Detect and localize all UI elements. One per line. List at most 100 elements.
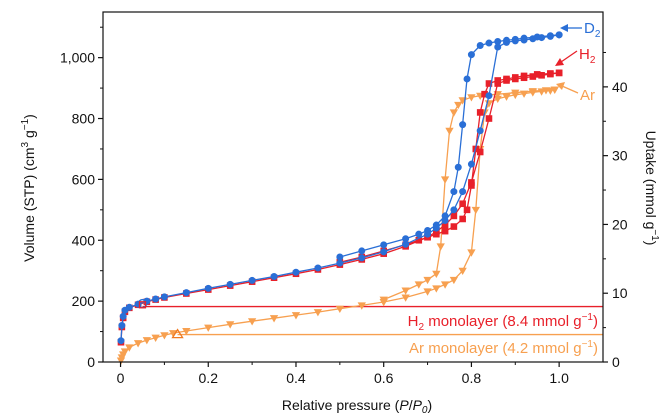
d2-desorption-point (467, 51, 475, 59)
y-right-tick-label: 30 (612, 148, 628, 164)
y-left-tick-label: 0 (87, 354, 95, 370)
h2-desorption-point (520, 72, 528, 80)
d2-adsorption-point (182, 289, 190, 297)
d2-adsorption-point (119, 312, 127, 320)
d2-adsorption-point (459, 188, 467, 196)
ar-monolayer-label: Ar monolayer (4.2 mmol g−1) (409, 339, 598, 357)
ar-adsorption-point (502, 93, 511, 101)
y-left-tick-label: 600 (72, 171, 96, 187)
series-label-d2: D2 (560, 20, 601, 40)
ar-monolayer-point (171, 328, 184, 339)
h2-desorption-point (450, 223, 458, 230)
d2-label: D2 (584, 20, 601, 40)
y-left-tick-label: 1,000 (60, 50, 95, 66)
h2-monolayer-label: H2 monolayer (8.4 mmol g−1) (408, 312, 598, 333)
ar-adsorption-point (291, 312, 301, 320)
d2-adsorption-point (117, 337, 125, 345)
y-left-tick-label: 200 (72, 293, 96, 309)
h2-adsorption-point (450, 212, 458, 220)
h2-desorption-point (441, 227, 449, 235)
series-label-h2: H2 (555, 46, 596, 66)
d2-adsorption-point (152, 295, 160, 303)
d2-desorption-point (450, 188, 458, 196)
monolayer-lines (142, 305, 603, 336)
d2-adsorption-point (270, 272, 278, 280)
ar-arrow-line (561, 85, 579, 94)
ar-adsorption-point (458, 267, 467, 276)
h2-desorption-point (459, 215, 466, 223)
ar-adsorption-point (125, 344, 134, 352)
d2-desorption-point (503, 36, 511, 44)
h2-desorption-point (494, 77, 502, 84)
ar-desorption-point (550, 86, 559, 94)
ar-desorption-point (445, 127, 454, 136)
ar-arrow-head (556, 82, 565, 90)
d2-desorption-point (441, 212, 449, 220)
d2-desorption-point (533, 33, 541, 41)
ar-desorption-point (432, 270, 441, 279)
x-tick-label: 0.8 (462, 370, 482, 386)
d2-adsorption-point (467, 160, 475, 168)
d2-desorption-point (476, 41, 484, 49)
y-axis-left-label: Volume (STP) (cm3 g−1) (20, 114, 37, 262)
ar-adsorption-point (467, 249, 476, 257)
d2-desorption-point (380, 241, 388, 249)
d2-adsorption-point (160, 293, 168, 301)
h2-desorption-point (468, 182, 475, 189)
h2-monolayer-point (138, 301, 147, 309)
d2-adsorption-point (314, 264, 322, 272)
h2-arrow-head (555, 58, 564, 66)
d2-adsorption-point (125, 303, 133, 311)
h2-desorption-point (476, 109, 484, 116)
d2-desorption-point (494, 38, 502, 46)
d2-desorption-point (511, 35, 519, 43)
d2-desorption-point (555, 31, 563, 39)
y-axis-right-label: Uptake (mmol g−1) (643, 131, 660, 246)
x-tick-label: 0.2 (199, 370, 219, 386)
ar-adsorption-point (471, 206, 480, 215)
d2-desorption-point (402, 235, 410, 243)
series-ar (116, 86, 559, 365)
y-left-tick-label: 400 (72, 232, 96, 248)
d2-desorption-point (520, 34, 528, 42)
ar-adsorption-point (440, 281, 450, 289)
d2-desorption-line (339, 34, 560, 258)
monolayer-points (137, 298, 184, 339)
y-right-tick-label: 0 (612, 354, 620, 370)
ar-desorption-point (379, 296, 388, 304)
ar-adsorption-point (401, 294, 410, 302)
d2-arrow-head (560, 24, 568, 32)
h2-desorption-point (511, 74, 519, 81)
d2-desorption-point (424, 227, 432, 235)
d2-desorption-point (415, 230, 423, 238)
ar-adsorption-point (313, 309, 323, 317)
ar-desorption-point (440, 176, 450, 184)
ar-desorption-point (436, 243, 445, 251)
ar-desorption-point (454, 101, 463, 110)
x-tick-label: 0.4 (286, 370, 306, 386)
y-right-tick-label: 40 (612, 79, 628, 95)
h2-adsorption-line (120, 72, 560, 343)
d2-desorption-point (336, 253, 344, 261)
ar-adsorption-point (335, 305, 345, 314)
ar-adsorption-point (449, 276, 459, 285)
series-h2 (117, 69, 563, 346)
d2-adsorption-point (118, 321, 126, 329)
d2-desorption-point (459, 121, 467, 129)
ar-adsorption-point (133, 340, 143, 348)
ar-adsorption-point (269, 315, 279, 323)
y-right-tick-label: 20 (612, 216, 628, 232)
x-axis-label: Relative pressure (P/P0) (282, 397, 432, 416)
ar-desorption-point (401, 287, 410, 295)
ar-adsorption-point (226, 321, 235, 329)
ar-adsorption-point (151, 334, 160, 342)
ar-desorption-point (467, 94, 476, 102)
ar-adsorption-point (160, 332, 169, 340)
d2-desorption-point (485, 39, 493, 47)
y-left-tick-label: 800 (72, 111, 96, 127)
d2-adsorption-point (204, 284, 212, 292)
h2-arrow-line (560, 50, 578, 63)
ar-desorption-point (423, 276, 432, 285)
ar-adsorption-point (247, 318, 257, 326)
h2-desorption-point (555, 69, 563, 77)
